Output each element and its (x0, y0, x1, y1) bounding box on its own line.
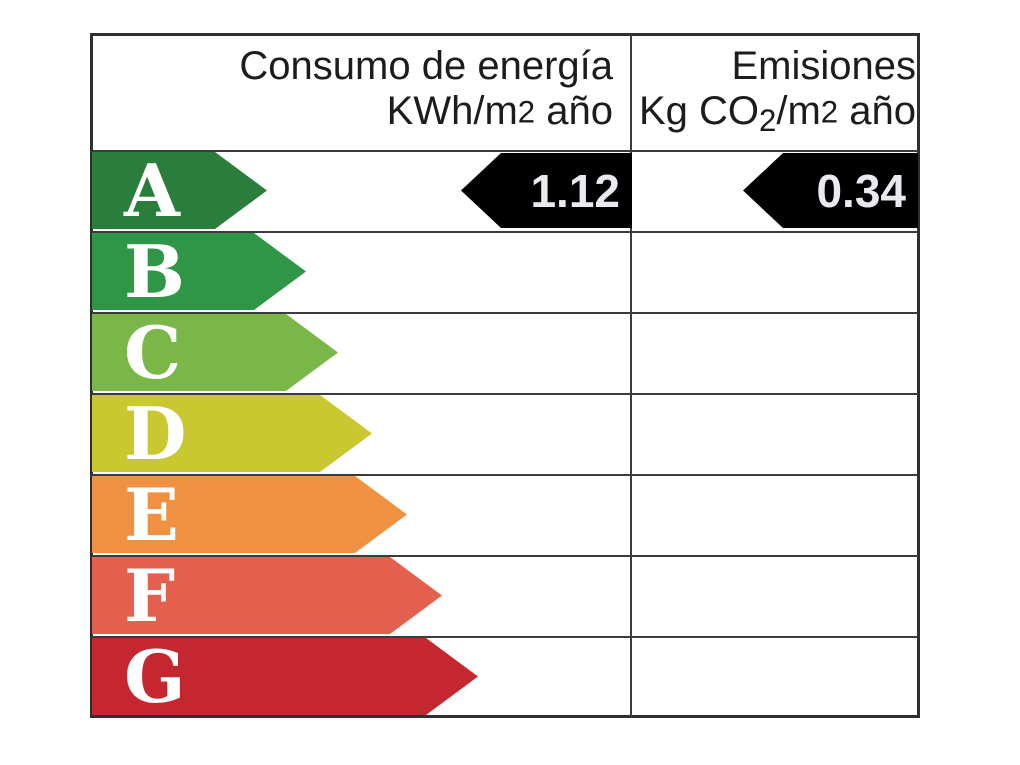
row-line (92, 555, 918, 557)
grade-letter-c: C (124, 310, 182, 395)
grade-letter-d: D (124, 391, 187, 476)
row-line (92, 474, 918, 476)
consumption-title: Consumo de energía (239, 44, 613, 88)
grade-arrow-f: F (92, 557, 442, 634)
emissions-value-pointer: 0.34 (743, 153, 918, 228)
grade-arrow-c: C (92, 314, 338, 391)
column-divider (630, 33, 632, 718)
emissions-title: Emisiones (731, 44, 916, 88)
emissions-column-header: Emisiones Kg CO2/m2 año (639, 44, 916, 143)
grade-arrow-g: G (92, 638, 478, 715)
grade-arrow-d: D (92, 395, 372, 472)
grade-letter-g: G (124, 634, 186, 719)
row-line (92, 312, 918, 314)
row-line (92, 150, 918, 152)
grade-letter-a: A (124, 148, 180, 233)
label-table-frame (90, 33, 920, 718)
row-line (92, 393, 918, 395)
grade-letter-f: F (124, 553, 176, 638)
grade-letter-e: E (124, 472, 179, 557)
emissions-value: 0.34 (816, 164, 906, 217)
row-line (92, 636, 918, 638)
row-line (92, 231, 918, 233)
consumption-unit: KWh/m2 año (386, 89, 613, 133)
consumption-value-pointer: 1.12 (461, 153, 632, 228)
grade-arrow-b: B (92, 233, 306, 310)
emissions-unit: Kg CO2/m2 año (638, 89, 916, 138)
grade-arrow-e: E (92, 476, 407, 553)
grade-letter-b: B (124, 229, 185, 314)
consumption-column-header: Consumo de energía KWh/m2 año (239, 44, 613, 134)
consumption-value: 1.12 (530, 164, 620, 217)
